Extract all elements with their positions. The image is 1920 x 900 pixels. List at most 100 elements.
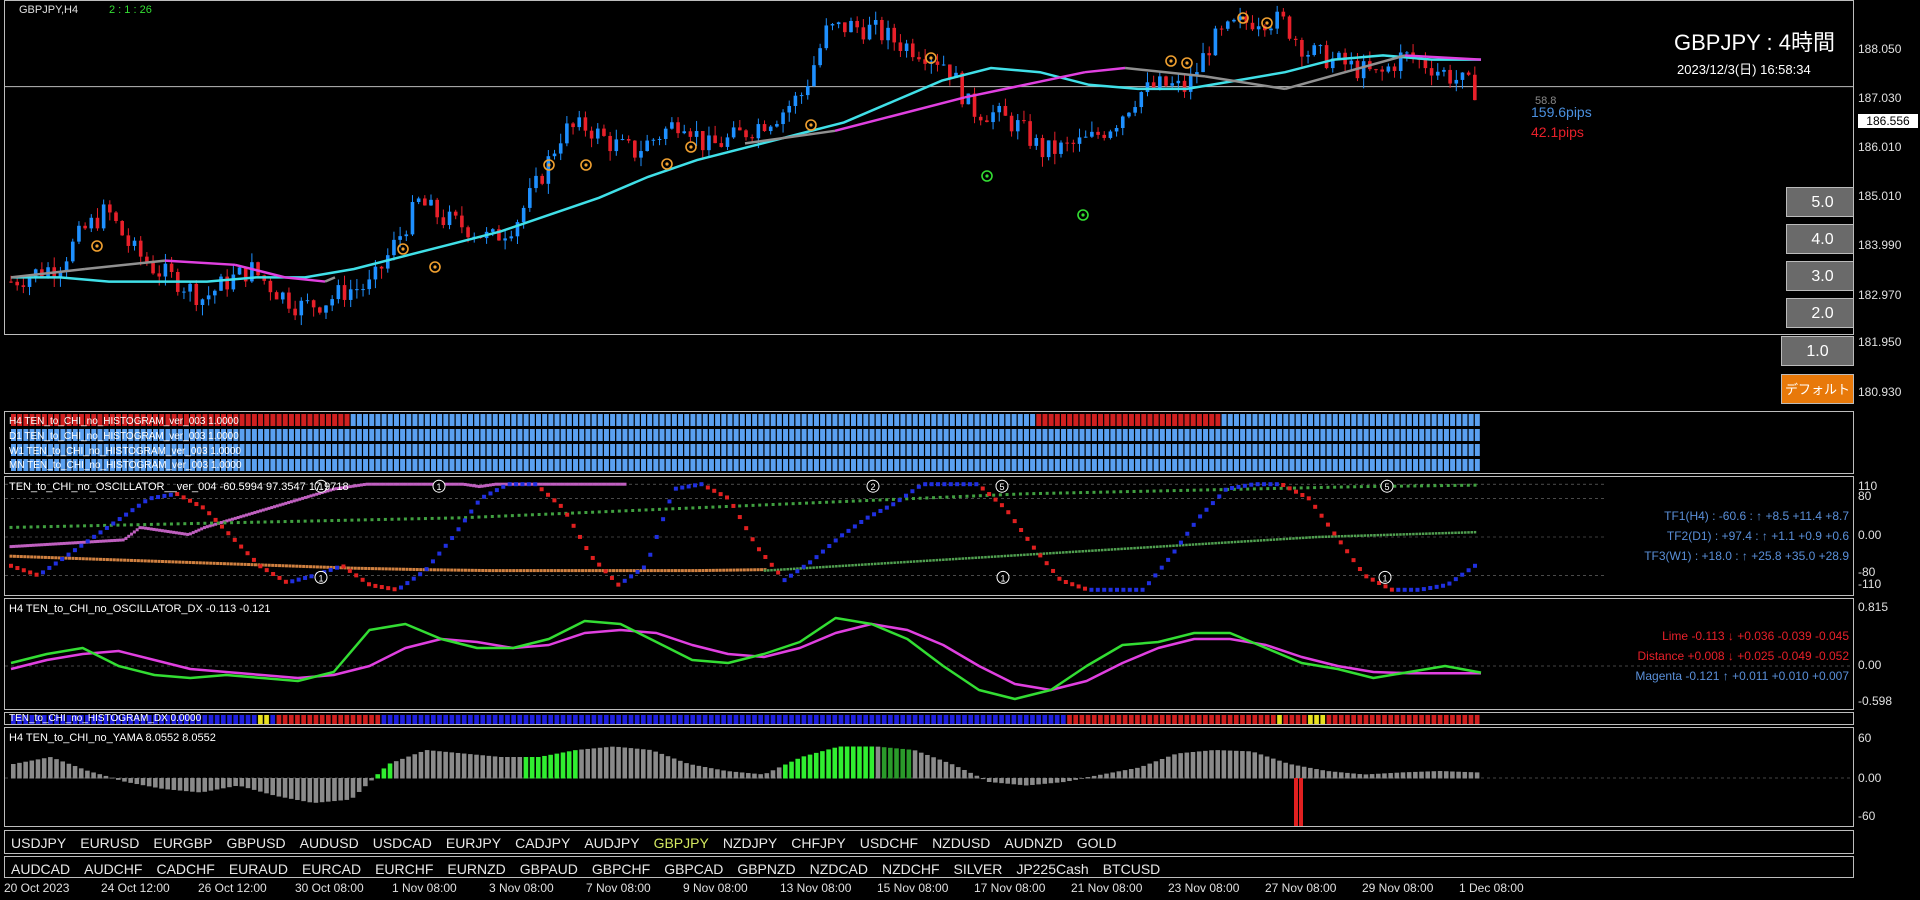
symbol-cadjpy[interactable]: CADJPY xyxy=(515,835,571,851)
hist-bar xyxy=(78,414,84,426)
hist-bar xyxy=(1264,414,1270,426)
hist-bar xyxy=(517,459,523,471)
osc-dot xyxy=(306,495,310,499)
yama-bar xyxy=(480,755,485,779)
candle-body xyxy=(713,135,717,144)
candle-body xyxy=(200,299,205,306)
tf1-dot xyxy=(1287,486,1292,491)
osc-dot xyxy=(1003,554,1007,558)
symbol-audchf[interactable]: AUDCHF xyxy=(84,861,143,877)
tf-button-4[interactable]: 4.0 xyxy=(1786,224,1853,254)
tf-button-1[interactable]: 1.0 xyxy=(1781,336,1854,366)
osc-dot xyxy=(909,560,913,563)
hist-bar xyxy=(1042,459,1048,471)
symbol-gbpnzd[interactable]: GBPNZD xyxy=(737,861,796,877)
symbol-eurcad[interactable]: EURCAD xyxy=(301,861,362,877)
symbol-eurnzd[interactable]: EURNZD xyxy=(447,861,506,877)
symbol-audusd[interactable]: AUDUSD xyxy=(299,835,359,851)
symbol-eurusd[interactable]: EURUSD xyxy=(80,835,140,851)
symbol-nzdcad[interactable]: NZDCAD xyxy=(809,861,868,877)
hist-bar xyxy=(764,414,770,426)
hist-dx-bar xyxy=(875,715,881,724)
osc-dot xyxy=(511,482,515,486)
tf-button-5[interactable]: 5.0 xyxy=(1786,187,1853,217)
symbol-eurjpy[interactable]: EURJPY xyxy=(445,835,502,851)
symbol-usdcad[interactable]: USDCAD xyxy=(372,835,432,851)
candle xyxy=(355,279,359,299)
symbol-nzdchf[interactable]: NZDCHF xyxy=(882,861,940,877)
osc-dot xyxy=(556,569,560,573)
symbol-gold[interactable]: GOLD xyxy=(1076,835,1117,851)
hist-bar xyxy=(684,429,690,441)
osc-dot xyxy=(350,518,354,522)
main-chart-panel[interactable]: GBPJPY,H4 2 : 1 : 26 GBPJPY : 4時間 2023/1… xyxy=(4,0,1854,335)
symbol-btcusd[interactable]: BTCUSD xyxy=(1102,861,1161,877)
candle xyxy=(552,149,557,160)
symbol-gbpaud[interactable]: GBPAUD xyxy=(519,861,578,877)
hist-bar xyxy=(1326,444,1332,456)
symbol-audjpy[interactable]: AUDJPY xyxy=(584,835,640,851)
symbol-usdchf[interactable]: USDCHF xyxy=(859,835,919,851)
yama-bar xyxy=(1147,763,1153,779)
osc-dot xyxy=(59,542,63,546)
hist-bar xyxy=(498,414,504,426)
symbol-gbpcad[interactable]: GBPCAD xyxy=(664,861,724,877)
hist-bar xyxy=(387,429,393,441)
symbol-nzdjpy[interactable]: NZDJPY xyxy=(722,835,778,851)
osc-dot xyxy=(1112,490,1116,494)
symbol-eurchf[interactable]: EURCHF xyxy=(375,861,434,877)
tf1-dot xyxy=(398,585,403,590)
hist-dx-bar xyxy=(461,715,467,724)
osc-dot xyxy=(977,556,981,559)
yama-bar xyxy=(943,761,949,779)
symbol-eurgbp[interactable]: EURGBP xyxy=(153,835,213,851)
symbol-silver[interactable]: SILVER xyxy=(953,861,1003,877)
yama-bar xyxy=(1468,772,1474,779)
tf-button-3[interactable]: 3.0 xyxy=(1786,261,1853,291)
osc-dot xyxy=(48,542,52,546)
symbol-gbpusd[interactable]: GBPUSD xyxy=(226,835,286,851)
default-button[interactable]: デフォルト xyxy=(1781,374,1854,404)
yama-bar xyxy=(1048,778,1054,784)
symbol-gbpchf[interactable]: GBPCHF xyxy=(591,861,651,877)
yama-tick: 60 xyxy=(1858,731,1872,745)
osc-dot xyxy=(557,512,561,516)
symbol-audcad[interactable]: AUDCAD xyxy=(11,861,71,877)
symbol-usdjpy[interactable]: USDJPY xyxy=(11,835,67,851)
symbol-nzdusd[interactable]: NZDUSD xyxy=(932,835,991,851)
candle xyxy=(293,300,297,321)
candle-body xyxy=(1164,76,1168,86)
yama-bar xyxy=(1240,751,1245,779)
hist-bar xyxy=(826,444,832,456)
symbol-chfjpy[interactable]: CHFJPY xyxy=(791,835,846,851)
tf-button-2[interactable]: 2.0 xyxy=(1786,298,1853,328)
candle xyxy=(330,295,334,312)
symbol-gbpjpy[interactable]: GBPJPY xyxy=(653,835,709,851)
osc-dot xyxy=(253,511,257,515)
osc-dot xyxy=(73,541,77,545)
hist-bar xyxy=(177,429,183,441)
hist-dx-bar xyxy=(23,715,29,724)
candle xyxy=(1411,44,1415,64)
hist-bar xyxy=(276,459,282,471)
hist-bar xyxy=(1443,429,1449,441)
hist-bar xyxy=(813,459,819,471)
candle-body xyxy=(145,256,149,264)
tf1-dot xyxy=(53,561,58,566)
hist-bar xyxy=(245,459,251,471)
symbol-cadchf[interactable]: CADCHF xyxy=(156,861,215,877)
symbol-jp225cash[interactable]: JP225Cash xyxy=(1016,861,1089,877)
osc-dot xyxy=(564,482,568,486)
candle-body xyxy=(355,289,359,291)
symbol-audnzd[interactable]: AUDNZD xyxy=(1004,835,1063,851)
osc-dot xyxy=(198,561,202,565)
osc-dot xyxy=(871,498,875,502)
hist-dx-bar xyxy=(400,715,405,724)
candle xyxy=(1442,67,1446,77)
osc-dot xyxy=(275,504,279,508)
yama-bar xyxy=(258,778,263,792)
symbol-euraud[interactable]: EURAUD xyxy=(228,861,288,877)
candle-body xyxy=(182,291,186,293)
hist-dx-bar xyxy=(264,715,269,724)
candle-body xyxy=(1188,75,1193,92)
